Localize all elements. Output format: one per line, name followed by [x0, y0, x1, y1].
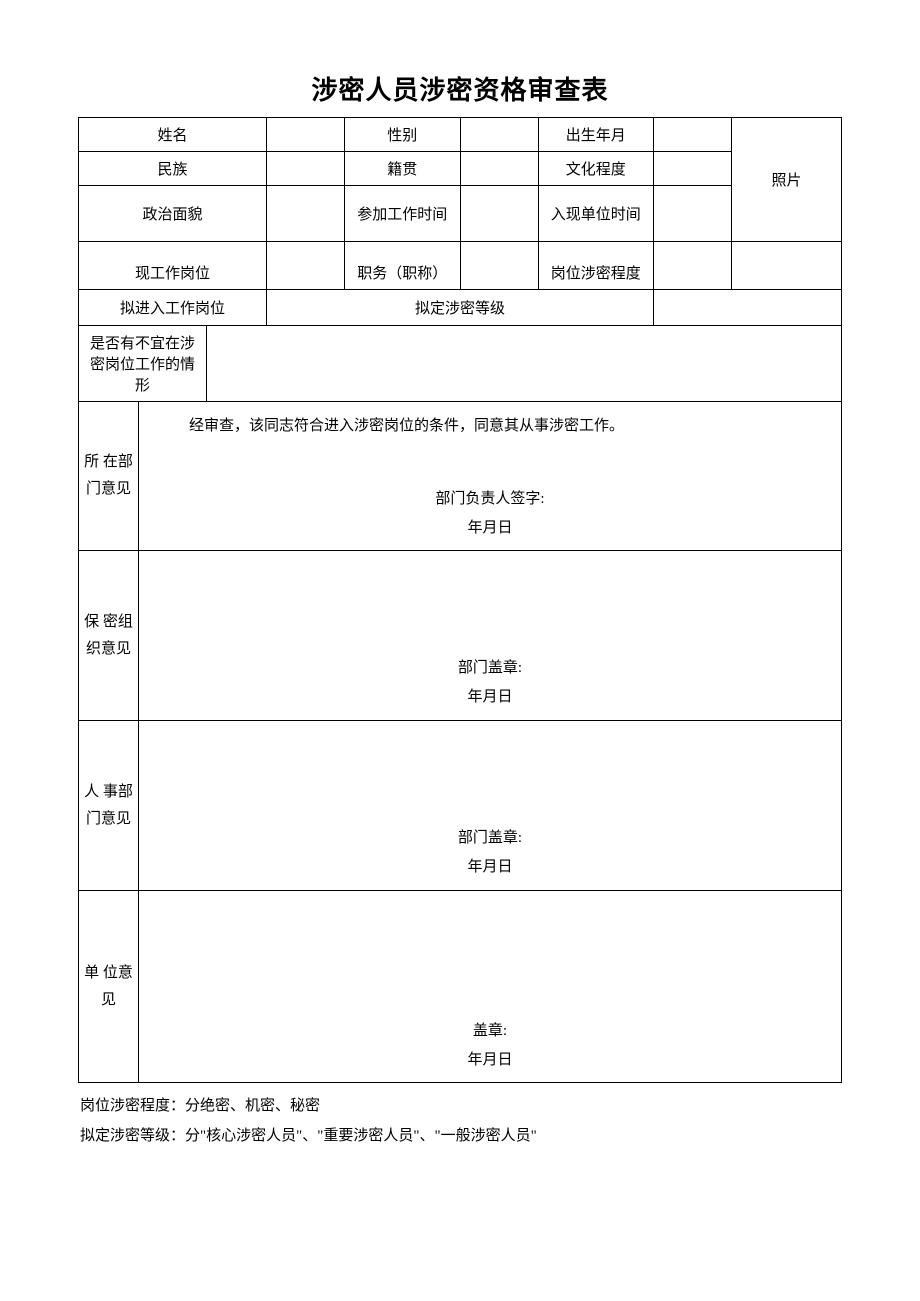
value-unsuitable — [207, 326, 842, 402]
label-work-start: 参加工作时间 — [345, 186, 460, 242]
value-education — [654, 152, 732, 186]
label-unit: 单 位意见 — [79, 891, 139, 1083]
label-native-place: 籍贯 — [345, 152, 460, 186]
label-name: 姓名 — [79, 118, 267, 152]
value-politics — [267, 186, 345, 242]
value-join-unit — [654, 186, 732, 242]
label-birth: 出生年月 — [538, 118, 654, 152]
value-title — [460, 242, 538, 290]
secrecy-date: 年月日 — [149, 683, 831, 712]
label-unsuitable: 是否有不宜在涉密岗位工作的情形 — [79, 326, 207, 402]
value-proposed-level — [654, 290, 842, 326]
value-ethnicity — [267, 152, 345, 186]
label-politics: 政治面貌 — [79, 186, 267, 242]
label-hr-dept: 人 事部 门意见 — [79, 721, 139, 891]
note-line-2: 拟定涉密等级：分"核心涉密人员"、"重要涉密人员"、"一般涉密人员" — [80, 1121, 842, 1151]
hr-stamp: 部门盖章: — [149, 824, 831, 853]
dept-date: 年月日 — [149, 514, 831, 543]
body-secrecy-org: 部门盖章: 年月日 — [139, 551, 842, 721]
label-gender: 性别 — [345, 118, 460, 152]
page-title: 涉密人员涉密资格审查表 — [78, 70, 842, 107]
label-current-post: 现工作岗位 — [79, 242, 267, 290]
value-secrecy-degree — [654, 242, 732, 290]
label-ethnicity: 民族 — [79, 152, 267, 186]
label-title: 职务（职称） — [345, 242, 460, 290]
empty-r4 — [732, 242, 842, 290]
value-work-start — [460, 186, 538, 242]
body-unit: 盖章: 年月日 — [139, 891, 842, 1083]
dept-sign: 部门负责人签字: — [149, 485, 831, 514]
body-dept-opinion: 经审查，该同志符合进入涉密岗位的条件，同意其从事涉密工作。 部门负责人签字: 年… — [139, 402, 842, 551]
value-name — [267, 118, 345, 152]
value-current-post — [267, 242, 345, 290]
label-dept-opinion: 所 在部 门意见 — [79, 402, 139, 551]
label-secrecy-degree: 岗位涉密程度 — [538, 242, 654, 290]
review-form-table: 姓名 性别 出生年月 照片 民族 籍贯 文化程度 政治面貌 参加工作时间 入现单… — [78, 117, 842, 1083]
body-hr-dept: 部门盖章: 年月日 — [139, 721, 842, 891]
footnotes: 岗位涉密程度：分绝密、机密、秘密 拟定涉密等级：分"核心涉密人员"、"重要涉密人… — [78, 1091, 842, 1151]
label-education: 文化程度 — [538, 152, 654, 186]
unit-stamp: 盖章: — [149, 1017, 831, 1046]
photo-cell: 照片 — [732, 118, 842, 242]
label-proposed-level: 拟定涉密等级 — [267, 290, 654, 326]
value-native-place — [460, 152, 538, 186]
dept-statement: 经审查，该同志符合进入涉密岗位的条件，同意其从事涉密工作。 — [149, 414, 831, 435]
value-gender — [460, 118, 538, 152]
note-line-1: 岗位涉密程度：分绝密、机密、秘密 — [80, 1091, 842, 1121]
hr-date: 年月日 — [149, 853, 831, 882]
label-join-unit: 入现单位时间 — [538, 186, 654, 242]
label-proposed-post: 拟进入工作岗位 — [79, 290, 267, 326]
label-secrecy-org: 保 密组 织意见 — [79, 551, 139, 721]
value-birth — [654, 118, 732, 152]
secrecy-stamp: 部门盖章: — [149, 654, 831, 683]
unit-date: 年月日 — [149, 1046, 831, 1075]
